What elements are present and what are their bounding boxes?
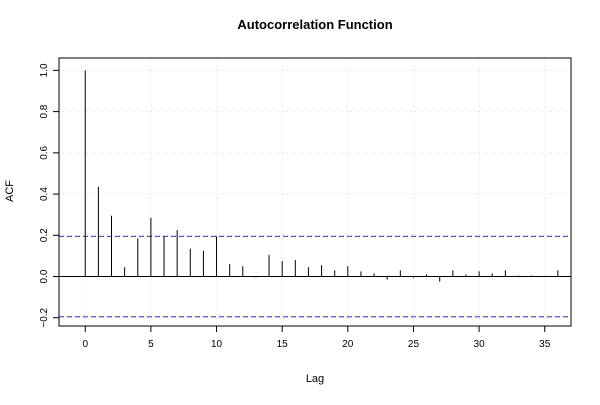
x-axis-label: Lag [306, 373, 324, 385]
x-tick-label: 15 [277, 339, 289, 350]
y-tick-label: 1.0 [39, 63, 50, 77]
x-tick-label: 20 [342, 339, 354, 350]
y-tick-label: 0.8 [39, 104, 50, 118]
axes [58, 70, 545, 327]
y-tick-label: −0.2 [39, 307, 50, 327]
x-tick-label: 5 [148, 339, 154, 350]
chart-title: Autocorrelation Function [237, 17, 392, 32]
confidence-bounds [59, 235, 571, 318]
y-axis-label: ACF [4, 180, 16, 202]
x-axis-ticks: 0 5 10 15 20 25 30 35 [82, 326, 551, 350]
y-tick-label: 0.6 [39, 145, 50, 159]
y-axis-ticks: −0.2 0.0 0.2 0.4 0.6 0.8 1.0 [39, 63, 59, 328]
plot-frame [58, 57, 572, 327]
y-tick-label: 0.4 [39, 187, 50, 201]
x-tick-label: 0 [82, 339, 88, 350]
x-tick-label: 10 [211, 339, 223, 350]
y-tick-label: 0.2 [39, 228, 50, 242]
x-tick-label: 35 [539, 339, 551, 350]
acf-bars [84, 70, 559, 282]
x-tick-label: 25 [408, 339, 420, 350]
y-tick-label: 0.0 [39, 269, 50, 283]
x-tick-label: 30 [474, 339, 486, 350]
grid-layer [59, 58, 571, 326]
